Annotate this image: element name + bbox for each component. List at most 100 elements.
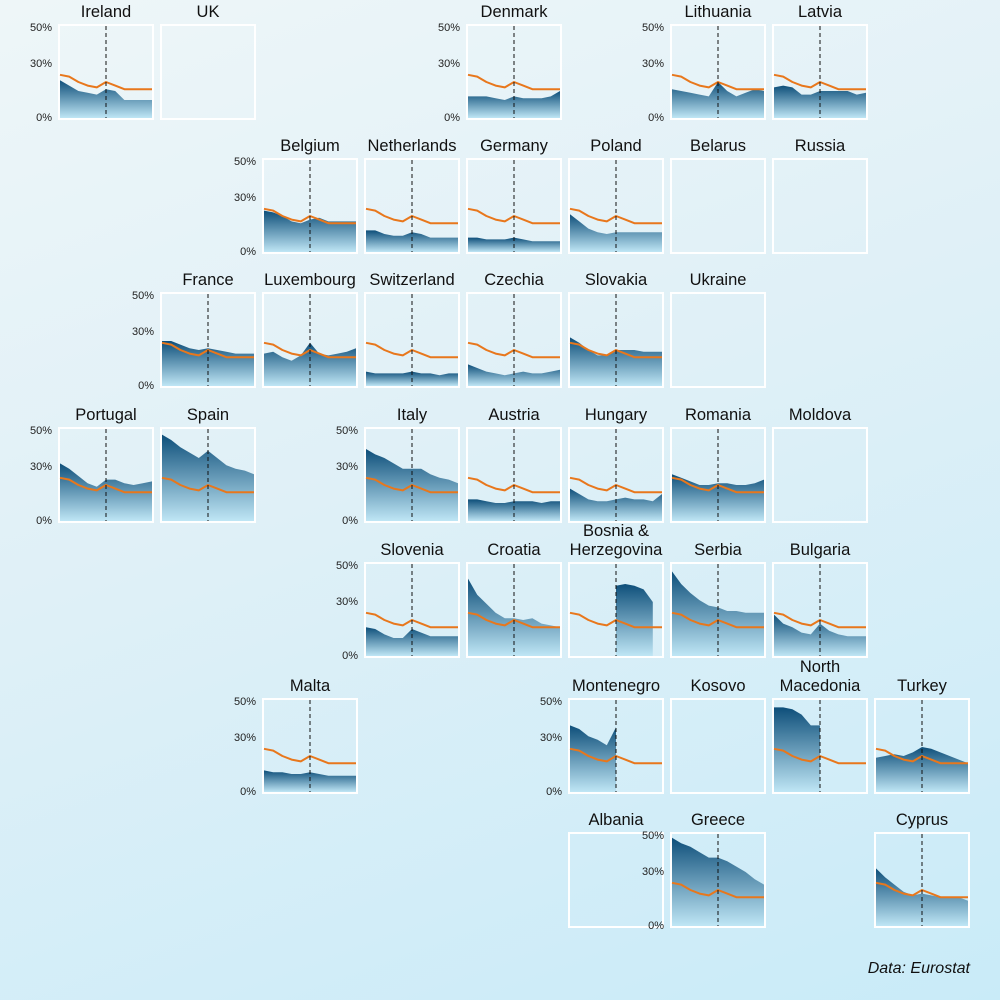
panel-frame [670,832,766,928]
panel-denmark: Denmark 50% 30% 0% [438,3,562,124]
panel-bosnia-and-herzegovina: Bosnia & Herzegovina [568,522,664,658]
panel-plot [467,26,560,118]
panel-switzerland: Switzerland [364,271,460,388]
panel-frame [364,292,460,388]
panel-plot [875,834,968,926]
y-tick-label: 30% [131,326,154,338]
panel-frame [466,158,562,254]
country-name: Luxembourg [264,271,356,289]
y-tick-label: 50% [233,156,256,168]
country-name: Serbia [694,541,742,559]
y-tick-label: 50% [29,22,52,34]
y-tick-label: 30% [641,866,664,878]
panel-poland: Poland [568,137,664,254]
panel-netherlands: Netherlands [364,137,460,254]
panel-frame [670,427,766,523]
panel-malta: Malta 50% 30% 0% [234,677,358,798]
panel-plot [365,160,458,252]
country-name: UK [196,3,220,21]
panel-romania: Romania [670,406,766,523]
country-name: Ukraine [689,271,747,289]
y-tick-label: 30% [437,58,460,70]
panel-russia: Russia [772,137,868,254]
panel-croatia: Croatia [466,541,562,658]
panel-austria: Austria [466,406,562,523]
panel-turkey: Turkey [874,677,970,794]
panel-frame [364,158,460,254]
panel-bulgaria: Bulgaria [772,541,868,658]
panel-frame [160,427,256,523]
panel-plot [59,429,152,521]
y-tick-label: 50% [437,22,460,34]
country-name: Romania [684,406,752,424]
panel-albania: Albania [568,811,664,928]
y-tick-label: 0% [444,112,460,124]
panel-plot [569,429,662,521]
y-tick-label: 50% [131,290,154,302]
country-name: Bulgaria [789,541,851,559]
panel-plot [467,294,560,386]
panel-plot [569,700,662,792]
panel-frame [772,698,868,794]
country-name: Russia [794,137,846,155]
country-name: Germany [480,137,548,155]
y-tick-label: 30% [233,732,256,744]
country-name: Belgium [280,137,340,155]
panel-france: France 50% 30% 0% [132,271,256,392]
panel-slovakia: Slovakia [568,271,664,388]
panel-plot [263,700,356,792]
panel-plot [365,294,458,386]
country-name: Slovenia [380,541,444,559]
y-tick-label: 0% [36,112,52,124]
country-name: Hungary [584,406,648,424]
panel-frame [160,24,256,120]
panel-plot [569,160,662,252]
panel-plot [59,26,152,118]
panel-ukraine: Ukraine [670,271,766,388]
area-series [162,434,254,521]
panel-belarus: Belarus [670,137,766,254]
country-name: France [182,271,234,289]
panel-plot [671,429,764,521]
panel-frame [58,24,154,120]
area-series [468,499,560,521]
country-name-line: Macedonia [779,677,861,695]
y-tick-label: 30% [335,596,358,608]
y-tick-label: 0% [138,380,154,392]
panel-belgium: Belgium 50% 30% 0% [234,137,358,258]
y-tick-label: 50% [335,425,358,437]
y-tick-label: 0% [546,786,562,798]
panel-moldova: Moldova [772,406,868,523]
panel-plot [773,700,866,792]
panel-ireland: Ireland 50% 30% 0% [30,3,154,124]
area-series [774,85,866,118]
panel-uk: UK [160,3,256,120]
panel-plot [467,160,560,252]
y-tick-label: 0% [36,515,52,527]
country-name: Belarus [690,137,746,155]
area-series [468,364,560,386]
country-name-line: North [799,658,841,676]
country-name: Netherlands [367,137,457,155]
panel-frame [568,292,664,388]
panel-hungary: Hungary [568,406,664,523]
panel-latvia: Latvia [772,3,868,120]
y-tick-label: 50% [539,696,562,708]
panel-frame [568,158,664,254]
country-name: Malta [289,677,331,695]
panel-frame [568,698,664,794]
panel-plot [365,564,458,656]
country-name: North Macedonia [762,658,878,696]
y-tick-label: 0% [342,650,358,662]
panel-plot [467,564,560,656]
country-name: Cyprus [895,811,949,829]
panel-frame [262,158,358,254]
panel-plot [671,564,764,656]
y-tick-label: 30% [29,58,52,70]
country-name: Croatia [487,541,541,559]
country-name: Slovakia [584,271,648,289]
y-tick-label: 0% [648,920,664,932]
y-tick-label: 0% [342,515,358,527]
panel-frame [568,427,664,523]
panel-plot [263,294,356,386]
